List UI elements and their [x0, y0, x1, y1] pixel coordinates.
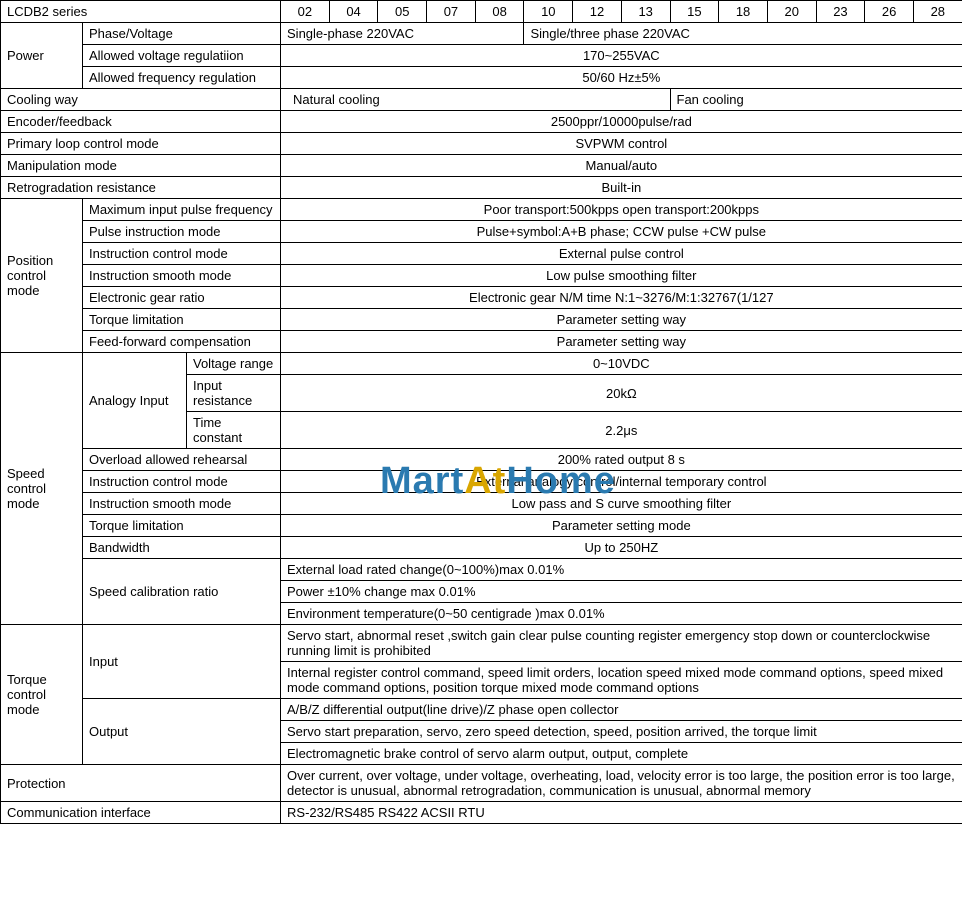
speed-cal-label: Speed calibration ratio — [83, 559, 281, 625]
pos-maxpulse-val: Poor transport:500kpps open transport:20… — [281, 199, 962, 221]
model-col: 05 — [378, 1, 427, 23]
speed-overload-val: 200% rated output 8 s — [281, 449, 962, 471]
speed-section: Speed control mode — [1, 353, 83, 625]
primary-loop-val: SVPWM control — [281, 133, 962, 155]
pos-instrctrl-label: Instruction control mode — [83, 243, 281, 265]
encoder-val: 2500ppr/10000pulse/rad — [281, 111, 962, 133]
model-col: 20 — [767, 1, 816, 23]
freq-reg-label: Allowed frequency regulation — [83, 67, 281, 89]
model-col: 13 — [621, 1, 670, 23]
speed-bandwidth-val: Up to 250HZ — [281, 537, 962, 559]
speed-cal-a: External load rated change(0~100%)max 0.… — [281, 559, 962, 581]
voltage-reg-val: 170~255VAC — [281, 45, 962, 67]
speed-overload-label: Overload allowed rehearsal — [83, 449, 281, 471]
series-label: LCDB2 series — [1, 1, 281, 23]
pos-gear-label: Electronic gear ratio — [83, 287, 281, 309]
power-section: Power — [1, 23, 83, 89]
model-col: 07 — [427, 1, 476, 23]
torque-input-label: Input — [83, 625, 281, 699]
speed-instrsmooth-val: Low pass and S curve smoothing filter — [281, 493, 962, 515]
analogy-inputres-label: Input resistance — [187, 375, 281, 412]
model-col: 04 — [329, 1, 378, 23]
phase-voltage-a: Single-phase 220VAC — [281, 23, 524, 45]
encoder-label: Encoder/feedback — [1, 111, 281, 133]
header-row: LCDB2 series 02 04 05 07 08 10 12 13 15 … — [1, 1, 962, 23]
pos-torquelim-val: Parameter setting way — [281, 309, 962, 331]
torque-section: Torque control mode — [1, 625, 83, 765]
pos-instrsmooth-label: Instruction smooth mode — [83, 265, 281, 287]
manipulation-val: Manual/auto — [281, 155, 962, 177]
voltage-reg-label: Allowed voltage regulatiion — [83, 45, 281, 67]
pos-feedfwd-label: Feed-forward compensation — [83, 331, 281, 353]
pos-pulseinstr-val: Pulse+symbol:A+B phase; CCW pulse +CW pu… — [281, 221, 962, 243]
model-col: 10 — [524, 1, 573, 23]
pos-maxpulse-label: Maximum input pulse frequency — [83, 199, 281, 221]
pos-instrsmooth-val: Low pulse smoothing filter — [281, 265, 962, 287]
torque-input-b: Internal register control command, speed… — [281, 662, 962, 699]
speed-torquelim-label: Torque limitation — [83, 515, 281, 537]
position-section: Position control mode — [1, 199, 83, 353]
retrogradation-label: Retrogradation resistance — [1, 177, 281, 199]
analogy-voltage-val: 0~10VDC — [281, 353, 962, 375]
analogy-voltage-label: Voltage range — [187, 353, 281, 375]
pos-instrctrl-val: External pulse control — [281, 243, 962, 265]
analogy-input-label: Analogy Input — [83, 353, 187, 449]
manipulation-label: Manipulation mode — [1, 155, 281, 177]
analogy-timeconst-label: Time constant — [187, 412, 281, 449]
speed-torquelim-val: Parameter setting mode — [281, 515, 962, 537]
pos-gear-val: Electronic gear N/M time N:1~3276/M:1:32… — [281, 287, 962, 309]
phase-voltage-label: Phase/Voltage — [83, 23, 281, 45]
model-col: 08 — [475, 1, 524, 23]
analogy-timeconst-val: 2.2μs — [281, 412, 962, 449]
speed-instrctrl-val: External analogy control/internal tempor… — [281, 471, 962, 493]
torque-output-c: Electromagnetic brake control of servo a… — [281, 743, 962, 765]
speed-cal-c: Environment temperature(0~50 centigrade … — [281, 603, 962, 625]
pos-pulseinstr-label: Pulse instruction mode — [83, 221, 281, 243]
cooling-a: Natural cooling — [281, 89, 671, 111]
protection-val: Over current, over voltage, under voltag… — [281, 765, 962, 802]
model-col: 23 — [816, 1, 865, 23]
model-col: 12 — [573, 1, 622, 23]
cooling-b: Fan cooling — [670, 89, 962, 111]
spec-table: LCDB2 series 02 04 05 07 08 10 12 13 15 … — [0, 0, 962, 824]
retrogradation-val: Built-in — [281, 177, 962, 199]
torque-output-label: Output — [83, 699, 281, 765]
pos-feedfwd-val: Parameter setting way — [281, 331, 962, 353]
model-col: 15 — [670, 1, 719, 23]
model-col: 28 — [913, 1, 962, 23]
comm-label: Communication interface — [1, 802, 281, 824]
protection-label: Protection — [1, 765, 281, 802]
model-col: 18 — [719, 1, 768, 23]
model-col: 02 — [281, 1, 330, 23]
torque-output-a: A/B/Z differential output(line drive)/Z … — [281, 699, 962, 721]
model-col: 26 — [865, 1, 914, 23]
phase-voltage-b: Single/three phase 220VAC — [524, 23, 962, 45]
torque-output-b: Servo start preparation, servo, zero spe… — [281, 721, 962, 743]
torque-input-a: Servo start, abnormal reset ,switch gain… — [281, 625, 962, 662]
freq-reg-val: 50/60 Hz±5% — [281, 67, 962, 89]
speed-bandwidth-label: Bandwidth — [83, 537, 281, 559]
speed-instrctrl-label: Instruction control mode — [83, 471, 281, 493]
primary-loop-label: Primary loop control mode — [1, 133, 281, 155]
analogy-inputres-val: 20kΩ — [281, 375, 962, 412]
comm-val: RS-232/RS485 RS422 ACSII RTU — [281, 802, 962, 824]
cooling-label: Cooling way — [1, 89, 281, 111]
speed-cal-b: Power ±10% change max 0.01% — [281, 581, 962, 603]
speed-instrsmooth-label: Instruction smooth mode — [83, 493, 281, 515]
pos-torquelim-label: Torque limitation — [83, 309, 281, 331]
